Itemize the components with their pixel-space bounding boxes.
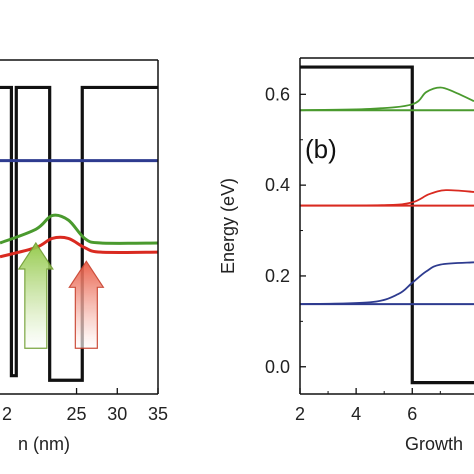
y-tick-label: 0.6: [265, 84, 290, 104]
x-tick-label: 4: [351, 404, 361, 424]
red-arrow: [68, 260, 105, 349]
right-panel: 0.0 0.2 0.4 0.6 2 4 6 Energy (eV) Growth (b): [218, 57, 474, 454]
series-red-wavefunction: [299, 189, 474, 207]
x-tick-label: 2: [295, 404, 305, 424]
series-blue-wavefunction: [299, 261, 474, 305]
green-arrow: [17, 241, 54, 349]
series-potential-profile: [0, 85, 158, 382]
y-tick-label: 0.4: [265, 175, 290, 195]
x-axis-title: n (nm): [18, 434, 70, 454]
y-axis-title: Energy (eV): [218, 178, 238, 274]
x-axis-title: Growth: [405, 434, 463, 454]
y-tick-label: 0.2: [265, 266, 290, 286]
x-tick-label: 30: [107, 404, 127, 424]
x-tick-label-partial: 2: [2, 404, 12, 424]
panel-label: (b): [305, 134, 337, 164]
series-potential-profile: [300, 65, 474, 385]
x-tick-label: 6: [407, 404, 417, 424]
series-green-level: [0, 213, 159, 245]
y-tick-label: 0.0: [265, 357, 290, 377]
x-tick-label: 35: [148, 404, 168, 424]
x-tick-label: 25: [67, 404, 87, 424]
series-green-wavefunction: [299, 86, 474, 112]
left-panel: 25 30 35 2 n (nm): [0, 59, 168, 454]
series-red-level: [0, 235, 159, 259]
